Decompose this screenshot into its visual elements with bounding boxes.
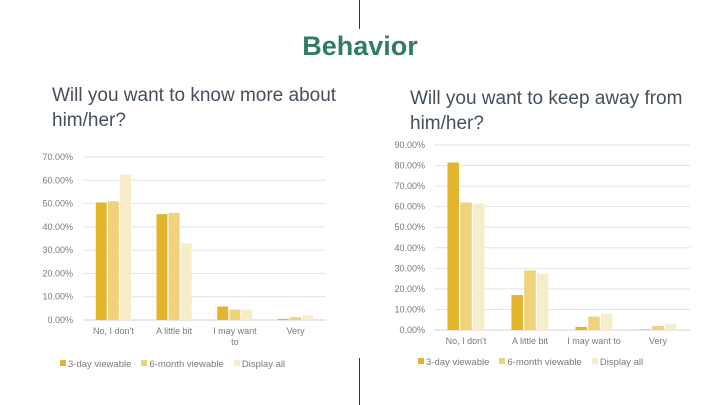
legend-label: 3-day viewable <box>426 357 490 368</box>
legend-label: Display all <box>241 359 286 370</box>
legend-swatch <box>233 360 240 367</box>
chart-1-bar <box>95 202 107 320</box>
chart-1-bar <box>302 315 314 320</box>
chart-1-bar <box>278 318 289 320</box>
chart-1-bar <box>120 174 131 320</box>
chart-1-ytick-label: 60.00% <box>42 175 73 185</box>
chart-2-bar <box>473 203 485 330</box>
chart-2-bar <box>601 313 613 330</box>
legend-item: 3-day viewable <box>60 359 131 370</box>
chart-2-title: Will you want to keep away from him/her? <box>410 88 683 134</box>
legend-label: 6-month viewable <box>507 357 582 368</box>
chart-2-category-label: No, I don't <box>446 336 487 346</box>
chart-1-ytick-label: 20.00% <box>42 268 73 278</box>
top-divider-line <box>359 0 360 29</box>
legend-label: 3-day viewable <box>68 359 132 370</box>
chart-1-bar <box>290 317 302 320</box>
chart-2-bar <box>447 162 459 330</box>
chart-2-ytick-label: 40.00% <box>394 243 425 253</box>
chart-2-ytick-label: 10.00% <box>394 304 425 314</box>
legend-swatch <box>141 360 148 367</box>
chart-1-bar <box>217 306 229 320</box>
chart-1-category-label: Very <box>287 326 306 336</box>
chart-1-category-label: No, I don't <box>93 326 134 336</box>
legend-label: 6-month viewable <box>149 359 224 370</box>
chart-2-bar <box>460 202 472 330</box>
chart-2-ytick-label: 20.00% <box>394 284 425 294</box>
chart-2-bar <box>575 326 587 330</box>
legend-item: Display all <box>233 359 286 370</box>
chart-1-bar <box>156 214 168 320</box>
chart-1-bar <box>241 309 253 320</box>
chart-1-ytick-label: 70.00% <box>42 152 73 162</box>
chart-1-ytick-label: 50.00% <box>42 199 73 209</box>
legend-swatch <box>60 360 66 367</box>
legend-label: Display all <box>599 357 644 368</box>
chart-1-ytick-label: 30.00% <box>42 245 73 255</box>
chart-2-bar <box>524 270 536 330</box>
chart-2-ytick-label: 80.00% <box>394 161 425 171</box>
chart-1-ytick-label: 10.00% <box>42 292 73 302</box>
chart-1-legend: 3-day viewable 6-month viewable Display al… <box>60 359 295 370</box>
chart-2-ytick-label: 50.00% <box>394 222 425 232</box>
legend-item: Display all <box>591 357 644 368</box>
legend-item: 6-month viewable <box>499 357 582 368</box>
legend-item: 3-day viewable <box>418 357 489 368</box>
chart-2-category-label: Very <box>649 336 668 346</box>
chart-2-ytick-label: 60.00% <box>394 202 425 212</box>
chart-1-category-label: I may want to <box>213 326 257 347</box>
chart-2-ytick-label: 90.00% <box>394 140 425 150</box>
chart-2-bar <box>511 295 523 330</box>
slide-title: Behavior <box>302 31 418 61</box>
chart-1-ytick-label: 40.00% <box>42 222 73 232</box>
legend-item: 6-month viewable <box>141 359 224 370</box>
chart-1-bar <box>229 309 241 320</box>
chart-1-ytick-label: 0.00% <box>47 315 73 325</box>
chart-1-category-label: A little bit <box>156 326 193 336</box>
legend-swatch <box>591 358 598 365</box>
chart-1-bar <box>168 212 180 320</box>
chart-2-ytick-label: 30.00% <box>394 263 425 273</box>
bottom-divider-line <box>359 358 360 405</box>
chart-2-ytick-label: 0.00% <box>399 325 425 335</box>
chart-2-bar <box>639 329 651 330</box>
chart-2-bar <box>665 323 677 330</box>
chart-2-bar <box>588 316 600 330</box>
chart-2-ytick-label: 70.00% <box>394 181 425 191</box>
chart-2-category-label: I may want to <box>567 336 621 346</box>
chart-1-bar <box>107 201 119 320</box>
chart-2-legend: 3-day viewable 6-month viewable Display al… <box>418 357 653 368</box>
chart-2-bar <box>537 273 549 330</box>
chart-1-title: Will you want to know more about him/her… <box>52 85 337 131</box>
legend-swatch <box>499 358 506 365</box>
legend-swatch <box>418 358 424 365</box>
chart-2-bar <box>652 325 664 330</box>
chart-2-category-label: A little bit <box>512 336 549 346</box>
chart-1-bar <box>180 243 192 320</box>
